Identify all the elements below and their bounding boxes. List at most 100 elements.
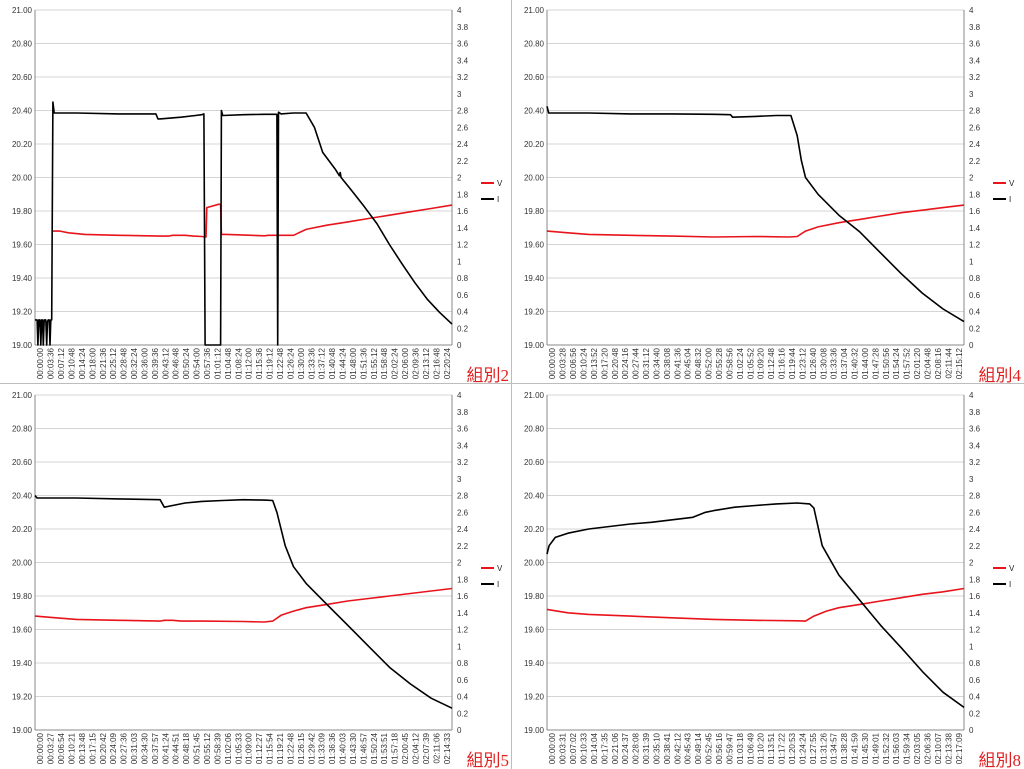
right-axis-tick-label: 3 bbox=[457, 90, 462, 99]
x-axis-tick-label: 01:58:48 bbox=[380, 347, 389, 379]
right-axis-tick-label: 2.2 bbox=[457, 542, 469, 551]
x-axis-tick-label: 00:00:00 bbox=[548, 347, 557, 379]
x-axis-tick-label: 00:45:43 bbox=[684, 732, 693, 764]
left-axis-tick-label: 20.20 bbox=[12, 525, 33, 534]
right-axis-tick-label: 1 bbox=[457, 642, 462, 651]
x-axis-tick-label: 00:37:57 bbox=[151, 732, 160, 764]
right-axis-tick-label: 3.2 bbox=[457, 73, 469, 82]
x-axis-tick-label: 00:21:06 bbox=[611, 732, 620, 764]
right-axis-tick-label: 3.8 bbox=[969, 408, 981, 417]
right-axis-tick-label: 1 bbox=[969, 642, 974, 651]
left-axis-tick-label: 20.40 bbox=[524, 107, 545, 116]
x-axis-tick-label: 01:15:54 bbox=[266, 732, 275, 764]
right-axis-tick-label: 2.4 bbox=[457, 140, 469, 149]
group-label-4: 組別8 bbox=[979, 751, 1022, 769]
x-axis-tick-label: 01:19:21 bbox=[276, 732, 285, 764]
left-axis-tick-label: 20.00 bbox=[524, 559, 545, 568]
right-axis-tick-label: 1.4 bbox=[457, 224, 469, 233]
right-axis-tick-label: 1.4 bbox=[969, 224, 981, 233]
left-axis-tick-label: 20.00 bbox=[524, 174, 545, 183]
x-axis-tick-label: 00:17:35 bbox=[600, 732, 609, 764]
right-axis-tick-label: 1.2 bbox=[969, 626, 981, 635]
right-axis-tick-label: 2.4 bbox=[969, 525, 981, 534]
x-axis-tick-label: 01:43:30 bbox=[349, 732, 358, 764]
right-axis-tick-label: 2.8 bbox=[969, 492, 981, 501]
x-axis-tick-label: 00:17:20 bbox=[600, 347, 609, 379]
series-line-V bbox=[34, 587, 453, 623]
left-axis-tick-label: 21.00 bbox=[524, 391, 545, 400]
right-axis-tick-label: 1.8 bbox=[969, 190, 981, 199]
x-axis-tick-label: 00:38:08 bbox=[663, 347, 672, 379]
x-axis-tick-label: 02:07:39 bbox=[422, 732, 431, 764]
right-axis-tick-label: 0 bbox=[457, 341, 462, 350]
x-axis-tick-label: 00:07:12 bbox=[57, 347, 66, 379]
x-axis-tick-label: 00:20:42 bbox=[99, 732, 108, 764]
x-axis-tick-label: 02:00:45 bbox=[401, 732, 410, 764]
x-axis-tick-label: 00:57:36 bbox=[203, 347, 212, 379]
x-axis-tick-label: 00:24:16 bbox=[621, 347, 630, 379]
x-axis-tick-label: 00:39:36 bbox=[151, 347, 160, 379]
left-axis-tick-label: 20.80 bbox=[524, 40, 545, 49]
x-axis-tick-label: 00:14:24 bbox=[78, 347, 87, 379]
right-axis-tick-label: 3.2 bbox=[969, 73, 981, 82]
x-axis-tick-label: 00:48:32 bbox=[694, 347, 703, 379]
right-axis-tick-label: 2.2 bbox=[969, 157, 981, 166]
legend-label-I: I bbox=[1009, 580, 1011, 589]
x-axis-tick-label: 01:19:12 bbox=[266, 347, 275, 379]
x-axis-tick-label: 01:29:42 bbox=[307, 732, 316, 764]
x-axis-tick-label: 02:06:00 bbox=[401, 347, 410, 379]
x-axis-tick-label: 01:52:32 bbox=[882, 732, 891, 764]
right-axis-tick-label: 2.6 bbox=[969, 123, 981, 132]
left-axis-tick-label: 20.80 bbox=[12, 40, 33, 49]
x-axis-tick-label: 00:03:27 bbox=[47, 732, 56, 764]
x-axis-tick-label: 00:44:51 bbox=[172, 732, 181, 764]
x-axis-tick-label: 00:49:14 bbox=[694, 732, 703, 764]
left-axis-tick-label: 20.00 bbox=[12, 174, 33, 183]
x-axis-tick-label: 02:04:48 bbox=[924, 347, 933, 379]
x-axis-tick-label: 00:34:40 bbox=[652, 347, 661, 379]
x-axis-tick-label: 00:58:56 bbox=[725, 347, 734, 379]
x-axis-tick-label: 02:14:33 bbox=[443, 732, 452, 764]
x-axis-tick-label: 02:08:16 bbox=[934, 347, 943, 379]
left-axis-tick-label: 20.20 bbox=[524, 140, 545, 149]
legend-label-I: I bbox=[1009, 195, 1011, 204]
x-axis-tick-label: 00:45:04 bbox=[684, 347, 693, 379]
x-axis-tick-label: 01:53:51 bbox=[380, 732, 389, 764]
x-axis-tick-label: 01:38:28 bbox=[840, 732, 849, 764]
x-axis-tick-label: 01:09:00 bbox=[245, 732, 254, 764]
x-axis-tick-label: 00:55:12 bbox=[203, 732, 212, 764]
x-axis-tick-label: 01:40:03 bbox=[339, 732, 348, 764]
x-axis-tick-label: 02:16:48 bbox=[432, 347, 441, 379]
x-axis-tick-label: 01:49:01 bbox=[871, 732, 880, 764]
right-axis-tick-label: 0.6 bbox=[457, 291, 469, 300]
x-axis-tick-label: 02:11:44 bbox=[944, 347, 953, 378]
x-axis-tick-label: 00:48:18 bbox=[182, 732, 191, 764]
x-axis-tick-label: 00:10:33 bbox=[579, 732, 588, 764]
x-axis-tick-label: 00:43:12 bbox=[161, 347, 170, 379]
x-axis-tick-label: 01:46:57 bbox=[359, 732, 368, 764]
chart-svg-2: 19.0019.2019.4019.6019.8020.0020.2020.40… bbox=[524, 6, 1022, 384]
x-axis-tick-label: 01:13:51 bbox=[767, 732, 776, 764]
x-axis-tick-label: 00:25:12 bbox=[109, 347, 118, 379]
x-axis-tick-label: 00:17:15 bbox=[88, 732, 97, 764]
x-axis-tick-label: 00:28:48 bbox=[120, 347, 129, 379]
x-axis-tick-label: 01:05:33 bbox=[234, 732, 243, 764]
left-axis-tick-label: 20.60 bbox=[12, 73, 33, 82]
x-axis-tick-label: 00:03:31 bbox=[559, 732, 568, 764]
x-axis-tick-label: 00:52:00 bbox=[705, 347, 714, 379]
x-axis-tick-label: 02:10:07 bbox=[934, 732, 943, 764]
x-axis-tick-label: 00:00:00 bbox=[548, 732, 557, 764]
x-axis-tick-label: 01:12:27 bbox=[255, 732, 264, 764]
right-axis-tick-label: 1.8 bbox=[457, 575, 469, 584]
left-axis-tick-label: 19.80 bbox=[524, 592, 545, 601]
left-axis-tick-label: 19.80 bbox=[12, 592, 33, 601]
x-axis-tick-label: 01:02:06 bbox=[224, 732, 233, 764]
right-axis-tick-label: 1.6 bbox=[969, 207, 981, 216]
series-line-I bbox=[546, 502, 965, 709]
left-axis-tick-label: 19.20 bbox=[524, 308, 545, 317]
x-axis-tick-label: 01:50:24 bbox=[370, 732, 379, 764]
right-axis-tick-label: 2 bbox=[969, 174, 974, 183]
x-axis-tick-label: 01:40:32 bbox=[851, 347, 860, 379]
x-axis-tick-label: 00:13:52 bbox=[590, 347, 599, 379]
left-axis-tick-label: 20.40 bbox=[12, 107, 33, 116]
